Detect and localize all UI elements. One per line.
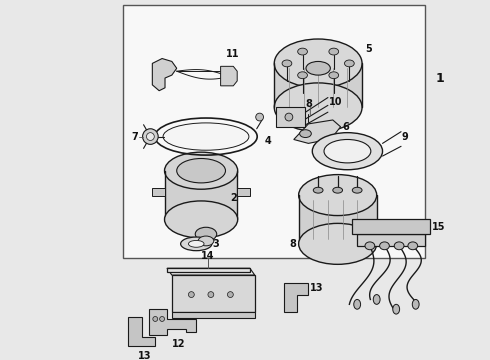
- Ellipse shape: [181, 237, 212, 251]
- Text: 11: 11: [225, 49, 239, 59]
- Circle shape: [227, 292, 233, 297]
- Text: 13: 13: [138, 351, 151, 360]
- Ellipse shape: [298, 223, 377, 264]
- Ellipse shape: [297, 48, 307, 55]
- Text: 10: 10: [329, 98, 343, 107]
- Ellipse shape: [274, 83, 362, 132]
- Circle shape: [189, 292, 194, 297]
- Bar: [167, 268, 250, 272]
- Ellipse shape: [324, 139, 371, 163]
- Ellipse shape: [394, 242, 404, 250]
- Ellipse shape: [198, 236, 214, 246]
- Ellipse shape: [393, 304, 400, 314]
- Bar: [172, 312, 255, 318]
- Bar: [298, 195, 377, 244]
- Ellipse shape: [352, 187, 362, 193]
- Text: 13: 13: [310, 283, 324, 293]
- Text: 14: 14: [201, 251, 215, 261]
- Circle shape: [285, 113, 293, 121]
- Text: 4: 4: [265, 136, 271, 147]
- Text: 6: 6: [343, 122, 349, 132]
- Ellipse shape: [177, 158, 225, 183]
- Circle shape: [256, 113, 264, 121]
- Text: l: l: [308, 107, 311, 117]
- Ellipse shape: [165, 152, 238, 189]
- Bar: [172, 275, 255, 312]
- Ellipse shape: [333, 187, 343, 193]
- Ellipse shape: [165, 201, 238, 238]
- Ellipse shape: [312, 132, 383, 170]
- Polygon shape: [152, 59, 177, 91]
- Ellipse shape: [274, 39, 362, 88]
- Circle shape: [143, 129, 158, 144]
- Polygon shape: [294, 120, 341, 143]
- Circle shape: [153, 316, 158, 321]
- Circle shape: [208, 292, 214, 297]
- Ellipse shape: [373, 294, 380, 304]
- Ellipse shape: [282, 60, 292, 67]
- Ellipse shape: [380, 242, 390, 250]
- Text: 9: 9: [401, 131, 408, 141]
- Bar: [274, 63, 362, 107]
- Text: 8: 8: [305, 99, 312, 109]
- Text: 15: 15: [432, 222, 446, 232]
- Ellipse shape: [412, 300, 419, 309]
- Ellipse shape: [195, 227, 217, 241]
- Bar: [352, 220, 430, 234]
- Polygon shape: [220, 66, 237, 86]
- Text: 1: 1: [435, 72, 444, 85]
- Text: 7: 7: [131, 131, 138, 141]
- Ellipse shape: [306, 62, 330, 75]
- Ellipse shape: [365, 242, 375, 250]
- Text: 12: 12: [172, 339, 185, 349]
- Ellipse shape: [299, 130, 311, 138]
- Polygon shape: [128, 317, 155, 346]
- Text: 2: 2: [230, 193, 237, 203]
- Ellipse shape: [408, 242, 417, 250]
- Ellipse shape: [344, 60, 354, 67]
- Bar: [237, 188, 250, 196]
- Polygon shape: [149, 309, 196, 334]
- Text: 3: 3: [213, 239, 220, 249]
- Ellipse shape: [313, 187, 323, 193]
- Ellipse shape: [298, 175, 377, 216]
- Bar: [357, 234, 425, 246]
- Ellipse shape: [329, 72, 339, 78]
- Bar: [152, 188, 165, 196]
- Circle shape: [147, 132, 154, 140]
- Ellipse shape: [354, 300, 361, 309]
- Polygon shape: [167, 268, 255, 275]
- Polygon shape: [284, 283, 308, 312]
- Bar: [276, 107, 305, 127]
- Ellipse shape: [163, 123, 249, 150]
- Ellipse shape: [329, 48, 339, 55]
- Text: 8: 8: [289, 239, 296, 249]
- Bar: [165, 171, 237, 220]
- Bar: [123, 5, 425, 258]
- Text: 5: 5: [365, 44, 372, 54]
- Ellipse shape: [297, 72, 307, 78]
- Ellipse shape: [189, 240, 204, 247]
- Circle shape: [160, 316, 165, 321]
